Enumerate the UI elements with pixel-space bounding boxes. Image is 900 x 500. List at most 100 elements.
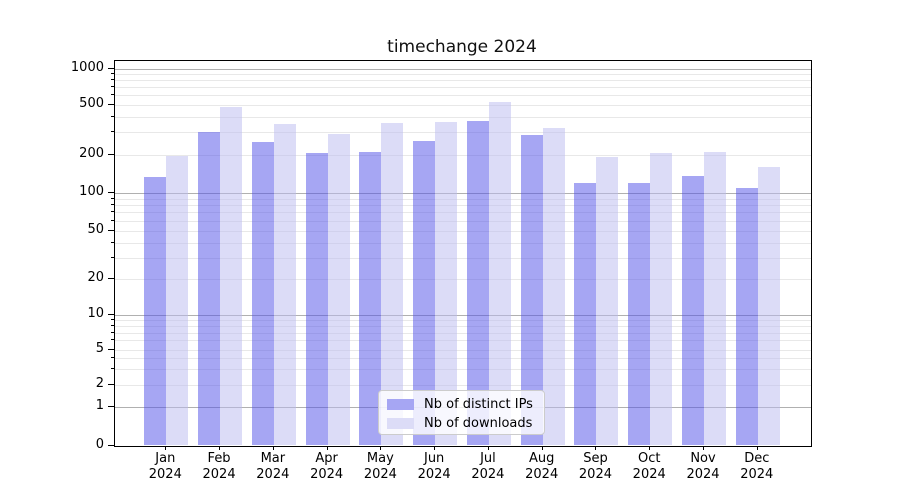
y-tick-label-200: 200 — [79, 145, 104, 161]
x-tick-may — [380, 445, 382, 450]
gridline-minor — [115, 132, 811, 134]
year-label: 2024 — [740, 467, 774, 482]
year-label: 2024 — [202, 467, 236, 482]
gridline-minor — [115, 212, 811, 214]
y-tick-label-100: 100 — [79, 183, 104, 199]
bar-downloads-mar — [273, 124, 296, 446]
year-label: 2024 — [310, 467, 344, 482]
gridline-2 — [115, 385, 811, 387]
gridline-minor — [115, 332, 811, 334]
bar-distinct-ips-jun — [413, 141, 436, 446]
gridline-100 — [115, 192, 811, 194]
y-minor-tick — [111, 219, 114, 221]
x-tick-feb — [219, 445, 221, 450]
bar-downloads-jul — [488, 101, 511, 446]
x-tick-label-oct: Oct 2024 — [619, 451, 679, 483]
gridline-minor — [115, 358, 811, 360]
legend-label-downloads: Nb of downloads — [424, 415, 533, 431]
month-label: Jun — [423, 451, 445, 466]
x-tick-jul — [487, 445, 489, 450]
y-tick-label-50: 50 — [87, 222, 104, 237]
y-tick-100 — [108, 191, 114, 193]
gridline-minor — [115, 205, 811, 207]
x-tick-label-apr: Apr 2024 — [297, 451, 357, 483]
y-minor-tick — [111, 325, 114, 327]
gridline-minor — [115, 95, 811, 97]
bar-distinct-ips-jul — [466, 120, 489, 446]
bar-downloads-sep — [596, 157, 619, 446]
gridline-200 — [115, 154, 811, 156]
x-tick-apr — [326, 445, 328, 450]
year-label: 2024 — [148, 467, 182, 482]
gridline-minor — [115, 74, 811, 76]
y-minor-tick — [111, 94, 114, 96]
y-tick-20 — [108, 278, 114, 279]
bar-downloads-aug — [542, 127, 565, 446]
x-tick-oct — [649, 445, 651, 450]
bar-distinct-ips-aug — [520, 134, 543, 446]
y-tick-5 — [108, 348, 114, 350]
year-label: 2024 — [363, 467, 397, 482]
legend-row-distinct-ips: Nb of distinct IPs — [387, 396, 536, 412]
y-minor-tick — [111, 115, 114, 117]
month-label: Dec — [744, 451, 770, 466]
month-label: Jan — [155, 451, 176, 466]
bar-distinct-ips-mar — [251, 142, 274, 446]
bar-downloads-dec — [757, 167, 780, 446]
x-tick-label-dec: Dec 2024 — [727, 451, 787, 483]
y-minor-tick — [111, 331, 114, 333]
y-tick-200 — [108, 153, 114, 155]
y-tick-1 — [108, 405, 114, 407]
x-tick-label-nov: Nov 2024 — [673, 451, 733, 483]
x-tick-label-jun: Jun 2024 — [404, 451, 464, 483]
y-minor-tick — [111, 211, 114, 213]
gridline-minor — [115, 320, 811, 322]
bar-distinct-ips-nov — [682, 176, 704, 446]
gridline-500 — [115, 104, 811, 106]
y-minor-tick — [111, 131, 114, 133]
y-tick-label-1: 1 — [95, 397, 104, 413]
month-label: Feb — [207, 451, 231, 466]
gridline-minor — [115, 340, 811, 342]
month-label: Oct — [637, 451, 661, 466]
legend-label-distinct-ips: Nb of distinct IPs — [424, 396, 533, 412]
gridline-minor — [115, 326, 811, 328]
legend-swatch-distinct-ips-icon — [387, 398, 414, 410]
y-minor-tick — [111, 339, 114, 341]
gridline-50 — [115, 231, 811, 232]
month-label: Nov — [690, 451, 716, 466]
y-tick-10 — [108, 314, 114, 315]
y-tick-50 — [108, 230, 114, 231]
y-tick-label-5: 5 — [95, 340, 104, 356]
x-tick-mar — [272, 445, 274, 450]
bar-downloads-may — [381, 123, 404, 446]
x-tick-aug — [541, 445, 543, 450]
gridline-minor — [115, 369, 811, 371]
gridline-5 — [115, 349, 811, 351]
gridline-minor — [115, 242, 811, 244]
bar-distinct-ips-may — [359, 151, 382, 446]
x-tick-jun — [434, 445, 436, 450]
year-label: 2024 — [471, 467, 505, 482]
y-tick-label-2: 2 — [95, 376, 104, 392]
gridline-1000 — [115, 68, 811, 70]
y-minor-tick — [111, 204, 114, 206]
bar-distinct-ips-sep — [574, 183, 597, 446]
year-label: 2024 — [417, 467, 451, 482]
bar-downloads-oct — [650, 153, 673, 446]
gridline-10 — [115, 315, 811, 316]
chart-title: timechange 2024 — [387, 37, 537, 57]
x-tick-nov — [703, 445, 704, 450]
y-minor-tick — [111, 368, 114, 370]
y-tick-500 — [108, 103, 114, 105]
y-minor-tick — [111, 197, 114, 199]
gridline-minor — [115, 220, 811, 222]
legend-row-downloads: Nb of downloads — [387, 415, 536, 431]
y-minor-tick — [111, 241, 114, 243]
y-tick-label-20: 20 — [87, 270, 104, 285]
month-label: Jul — [480, 451, 496, 466]
bar-downloads-jun — [435, 122, 458, 446]
legend: Nb of distinct IPs Nb of downloads — [378, 390, 545, 435]
gridline-minor — [115, 257, 811, 259]
month-label: Apr — [315, 451, 338, 466]
